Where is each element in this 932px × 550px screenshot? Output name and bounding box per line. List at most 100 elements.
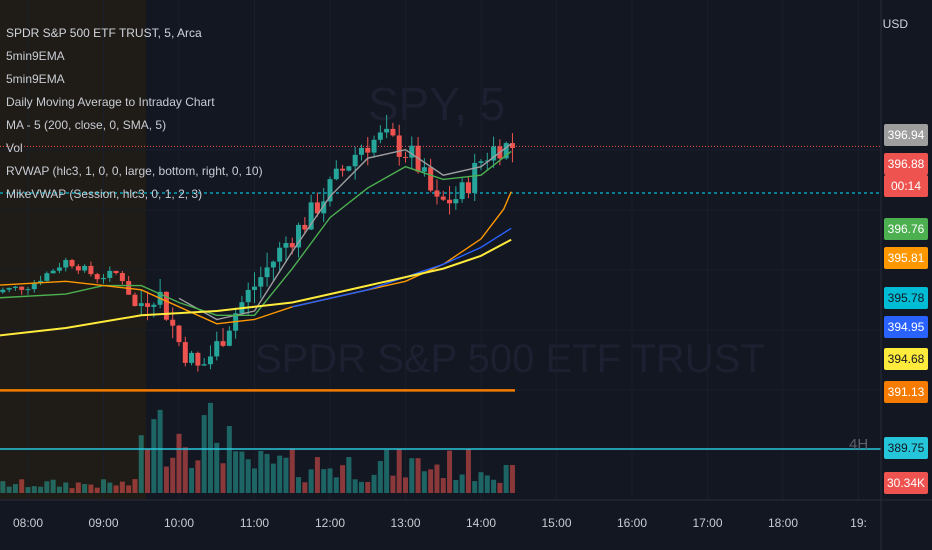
candle-up bbox=[296, 224, 302, 248]
candle-up bbox=[371, 139, 377, 153]
candle-up bbox=[321, 201, 327, 214]
volume-bar bbox=[296, 477, 302, 493]
candle-up bbox=[270, 261, 276, 268]
grid bbox=[27, 0, 104, 500]
candle-up bbox=[63, 260, 69, 268]
candle-up bbox=[101, 277, 106, 280]
volume-bar bbox=[75, 482, 81, 493]
candle-up bbox=[252, 286, 257, 290]
volume-bar bbox=[396, 449, 402, 493]
candle-down bbox=[428, 167, 434, 191]
volume-bar bbox=[390, 475, 396, 493]
price-tag: 395.81 bbox=[884, 247, 928, 269]
volume-bar bbox=[88, 484, 94, 493]
candle-down bbox=[170, 319, 176, 326]
price-tag: 394.68 bbox=[884, 348, 928, 370]
volume-bar bbox=[226, 425, 232, 493]
candle-up bbox=[56, 267, 62, 271]
volume-bar bbox=[132, 479, 138, 493]
candle-down bbox=[182, 342, 188, 363]
volume-bar bbox=[365, 481, 371, 493]
volume-bar bbox=[94, 487, 100, 493]
candle-down bbox=[509, 143, 515, 149]
volume-bar bbox=[465, 448, 471, 493]
candle-up bbox=[409, 145, 415, 158]
volume-bar bbox=[509, 465, 515, 493]
volume-bar bbox=[201, 415, 207, 493]
indicator-vol[interactable]: Vol bbox=[6, 141, 23, 155]
volume-bar bbox=[50, 479, 56, 493]
candle-up bbox=[0, 289, 6, 293]
candle-up bbox=[207, 356, 213, 365]
candle-up bbox=[377, 132, 383, 140]
symbol-title[interactable]: SPDR S&P 500 ETF TRUST, 5, Arca bbox=[6, 26, 202, 40]
volume-bar bbox=[239, 451, 245, 493]
price-tag: 396.76 bbox=[884, 218, 928, 240]
volume-bar bbox=[38, 486, 44, 493]
candle-down bbox=[220, 341, 226, 346]
legend: SPDR S&P 500 ETF TRUST, 5, Arca 5min9EMA… bbox=[6, 22, 263, 206]
price-tag: 396.94 bbox=[884, 124, 928, 146]
indicator-lines bbox=[0, 143, 512, 337]
volume-bar bbox=[157, 409, 163, 493]
candle-up bbox=[384, 128, 390, 133]
candle-down bbox=[195, 352, 201, 366]
volume-bar bbox=[484, 475, 490, 493]
candle-up bbox=[189, 352, 195, 363]
candle-down bbox=[69, 260, 75, 267]
candle-down bbox=[88, 265, 94, 275]
indicator-5min9ema-2[interactable]: 5min9EMA bbox=[6, 72, 65, 86]
candle-up bbox=[277, 247, 283, 262]
candle-down bbox=[440, 196, 446, 200]
volume-bar bbox=[63, 482, 69, 493]
volume-bar bbox=[453, 479, 459, 493]
volume-bar bbox=[478, 472, 484, 493]
candle-up bbox=[484, 160, 490, 162]
volume-bar bbox=[377, 461, 383, 493]
volume-bar bbox=[12, 484, 18, 493]
indicator-ma5[interactable]: MA - 5 (200, close, 0, SMA, 5) bbox=[6, 118, 167, 132]
indicator-daily-ma[interactable]: Daily Moving Average to Intraday Chart bbox=[6, 95, 215, 109]
volume-bar bbox=[113, 485, 119, 493]
candle-down bbox=[113, 270, 119, 274]
volume-bar bbox=[163, 466, 169, 493]
volume-bar bbox=[119, 481, 125, 493]
candle-down bbox=[396, 135, 402, 157]
candle-down bbox=[314, 202, 320, 214]
volume-bar bbox=[245, 459, 251, 493]
currency-label[interactable]: USD bbox=[882, 17, 908, 31]
candle-down bbox=[465, 182, 471, 193]
candle-down bbox=[447, 199, 453, 204]
candle-up bbox=[214, 341, 220, 357]
volume-bar bbox=[434, 464, 440, 493]
volume-bar bbox=[82, 484, 88, 493]
pane-label: 4H bbox=[849, 436, 869, 453]
candle-down bbox=[176, 325, 182, 343]
candle-up bbox=[333, 168, 339, 180]
volume-bar bbox=[302, 482, 308, 493]
indicator-5min9ema[interactable]: 5min9EMA bbox=[6, 49, 65, 63]
volume-bar bbox=[233, 451, 239, 493]
indicator-mikevwap[interactable]: MikeVWAP (Session, hlc3, 0, 1, 2, 3) bbox=[6, 187, 203, 201]
candle-down bbox=[132, 294, 138, 307]
candle-up bbox=[138, 303, 144, 307]
price-tag: 396.88 bbox=[884, 153, 928, 175]
volume-bar bbox=[189, 467, 195, 493]
indicator-line bbox=[0, 238, 512, 337]
volume-bar bbox=[327, 468, 333, 493]
volume-bar bbox=[176, 433, 182, 493]
volume-bar bbox=[207, 402, 213, 493]
volume-bar bbox=[264, 453, 270, 493]
volume-bar bbox=[126, 485, 132, 493]
indicator-rvwap[interactable]: RVWAP (hlc3, 1, 0, 0, large, bottom, rig… bbox=[6, 164, 263, 178]
volume-bar bbox=[44, 481, 50, 493]
price-tag: 391.13 bbox=[884, 381, 928, 403]
volume-bar bbox=[6, 486, 12, 493]
volume-bar bbox=[415, 458, 421, 493]
candle-down bbox=[19, 286, 25, 290]
volume-bar bbox=[333, 477, 339, 493]
price-tag: 394.95 bbox=[884, 316, 928, 338]
candle-down bbox=[403, 156, 408, 158]
volume-bar bbox=[371, 474, 377, 493]
